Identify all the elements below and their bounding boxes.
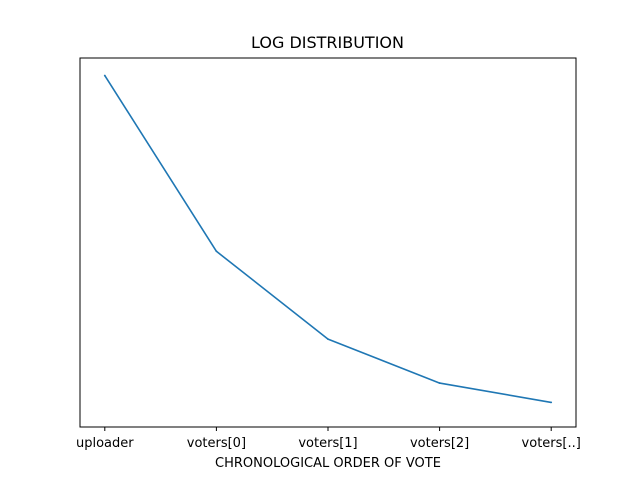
x-tick-label: voters[0] [187,436,246,451]
x-tick-label: voters[2] [410,436,469,451]
series-line [105,76,551,403]
chart-title: LOG DISTRIBUTION [251,33,404,52]
x-tick-label: voters[1] [298,436,357,451]
x-tick-label: voters[..] [522,436,581,451]
plot-frame [80,58,576,427]
data-point [216,250,218,252]
data-point [327,338,329,340]
data-point [439,382,441,384]
series-layer [104,75,552,404]
x-tick-label: uploader [76,436,134,451]
data-point [104,75,106,77]
x-axis-label: CHRONOLOGICAL ORDER OF VOTE [215,456,441,471]
data-point [550,402,552,404]
x-axis: uploader voters[0] voters[1] voters[2] voter… [76,427,581,451]
